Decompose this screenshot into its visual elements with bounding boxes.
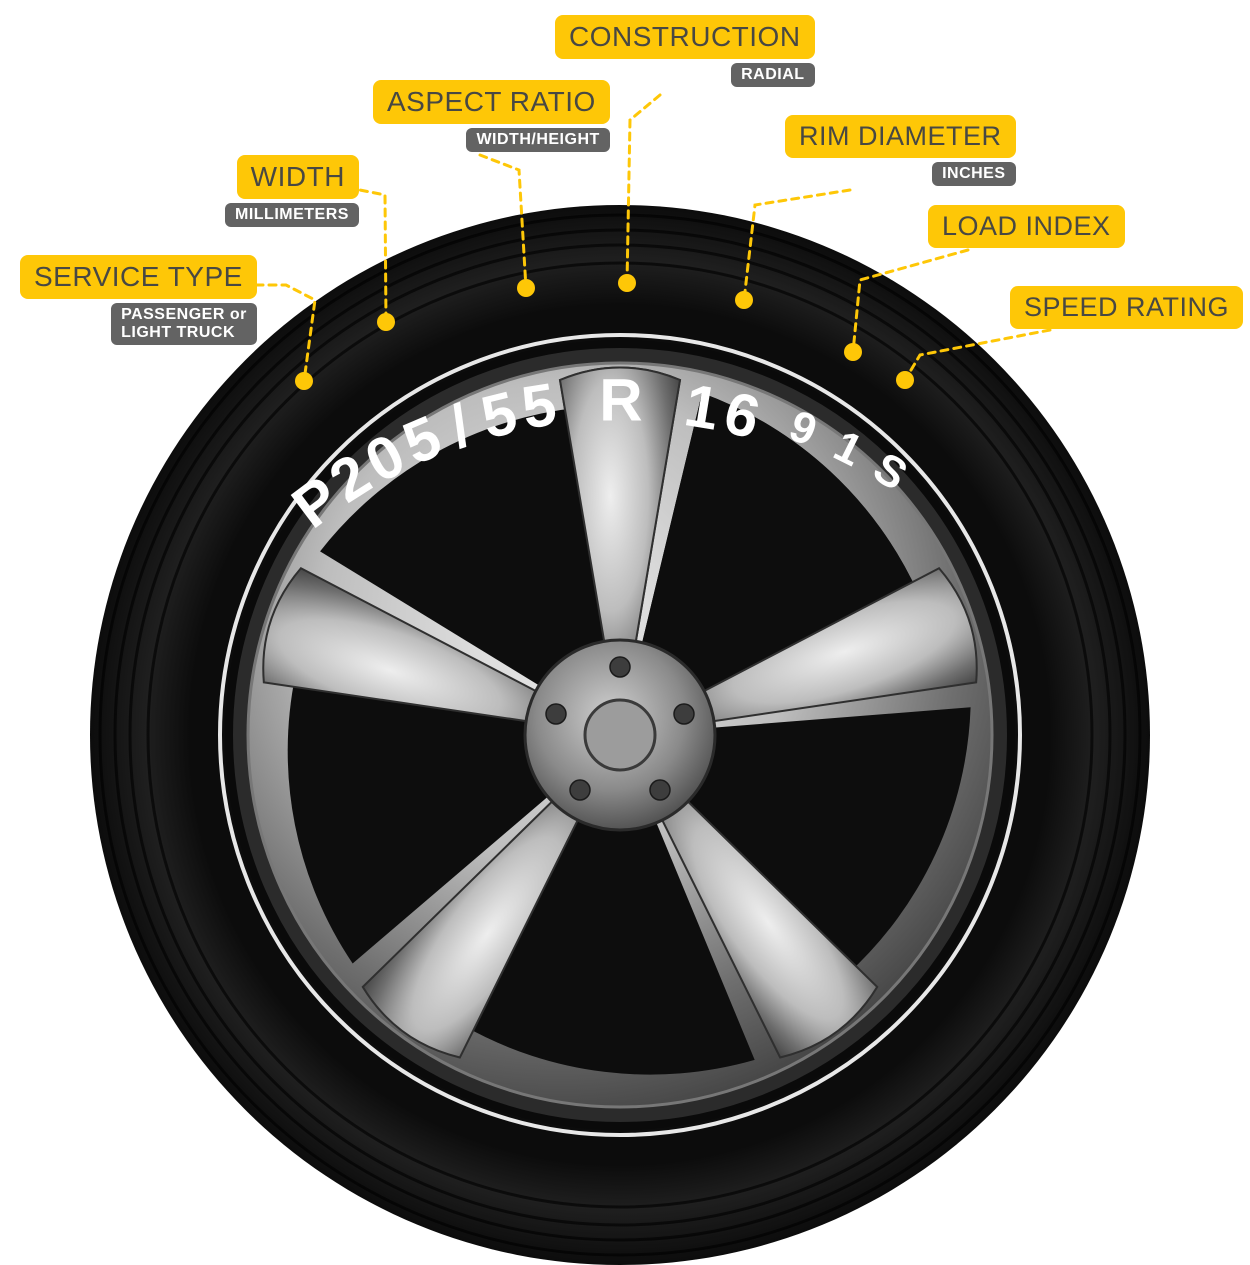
anchor-dot-aspect-ratio (517, 279, 535, 297)
callout-title: WIDTH (237, 155, 359, 199)
anchor-dot-load-index (844, 343, 862, 361)
callout-title: LOAD INDEX (928, 205, 1125, 248)
callout-subtitle: MILLIMETERS (225, 203, 359, 227)
callout-subtitle: WIDTH/HEIGHT (466, 128, 609, 152)
callout-subtitle: INCHES (932, 162, 1015, 186)
anchor-dot-width (377, 313, 395, 331)
callout-subtitle: RADIAL (731, 63, 814, 87)
callout-speed-rating: SPEED RATING (1010, 286, 1243, 329)
callout-load-index: LOAD INDEX (928, 205, 1125, 248)
tire-svg (90, 205, 1150, 1265)
anchor-dot-speed-rating (896, 371, 914, 389)
callout-service-type: SERVICE TYPEPASSENGER or LIGHT TRUCK (20, 255, 257, 345)
callout-subtitle: PASSENGER or LIGHT TRUCK (111, 303, 257, 345)
anchor-dot-service-type (295, 372, 313, 390)
callout-title: SERVICE TYPE (20, 255, 257, 299)
callout-title: RIM DIAMETER (785, 115, 1016, 158)
diagram-stage: P205/55 R 1691S SERVICE TYPEPASSENGER or… (0, 0, 1250, 758)
callout-construction: CONSTRUCTION RADIAL (555, 15, 815, 87)
callout-width: WIDTH MILLIMETERS (225, 155, 359, 227)
anchor-dot-rim-diameter (735, 291, 753, 309)
callout-title: SPEED RATING (1010, 286, 1243, 329)
anchor-dot-construction (618, 274, 636, 292)
callout-title: CONSTRUCTION (555, 15, 815, 59)
callout-aspect-ratio: ASPECT RATIOWIDTH/HEIGHT (373, 80, 610, 152)
callout-rim-diameter: RIM DIAMETER INCHES (785, 115, 1016, 186)
